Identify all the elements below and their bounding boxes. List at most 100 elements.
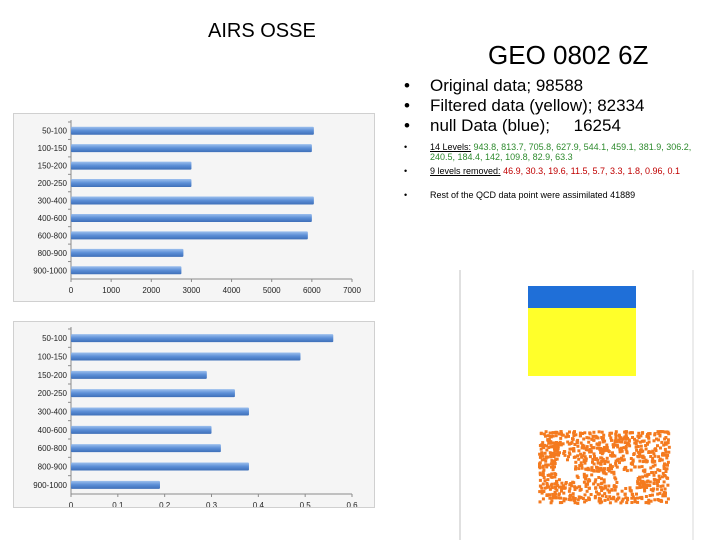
observation-point (583, 493, 587, 497)
observation-point (542, 468, 546, 472)
tick-label: 4000 (223, 286, 241, 295)
bar (71, 266, 182, 275)
observation-point (580, 446, 584, 450)
observation-point (598, 485, 602, 489)
observation-point (564, 435, 568, 439)
category-label: 100-150 (38, 353, 68, 362)
observation-point (579, 461, 583, 465)
observation-point (558, 485, 561, 489)
observation-point (648, 484, 652, 488)
observation-point (612, 472, 616, 476)
observation-point (641, 431, 645, 435)
observation-point (573, 501, 577, 505)
observation-point (540, 458, 544, 462)
category-label: 300-400 (38, 408, 68, 417)
observation-point (607, 484, 611, 488)
observation-point (659, 430, 663, 433)
bar (71, 389, 235, 398)
tick-label: 6000 (303, 286, 321, 295)
observation-point (645, 474, 649, 478)
observation-point (548, 493, 551, 497)
observation-point (603, 462, 607, 465)
category-label: 50-100 (42, 334, 67, 343)
observation-point (619, 501, 623, 505)
observation-point (583, 431, 587, 435)
observation-point (664, 450, 668, 454)
observation-point (663, 430, 667, 434)
observation-point (612, 495, 616, 499)
observation-point (624, 447, 628, 451)
observation-point (571, 480, 575, 484)
observation-point (639, 448, 642, 452)
observation-point (541, 482, 545, 486)
observation-point (620, 449, 624, 453)
observation-point (580, 466, 584, 470)
observation-point (540, 454, 544, 458)
observation-point (602, 480, 606, 484)
observation-point (604, 495, 608, 499)
observation-point (582, 458, 586, 462)
observation-point (538, 478, 542, 482)
observation-point (550, 486, 554, 490)
observation-point (620, 440, 624, 444)
observation-point (623, 441, 627, 445)
observation-point (601, 450, 605, 454)
tick-label: 2000 (142, 286, 160, 295)
observation-point (653, 447, 657, 451)
category-label: 600-800 (38, 231, 68, 240)
observation-point (550, 499, 554, 503)
observation-point (590, 466, 594, 470)
observation-point (553, 461, 556, 465)
observation-point (599, 451, 603, 454)
observation-point (599, 462, 603, 466)
observation-point (591, 457, 595, 461)
observation-point (655, 437, 658, 441)
observation-point (603, 467, 606, 471)
observation-point (547, 446, 551, 449)
observation-point (649, 450, 653, 454)
observation-point (614, 485, 618, 489)
observation-point (655, 487, 659, 491)
observation-point (580, 455, 584, 459)
observation-point (615, 481, 619, 484)
observation-point (602, 433, 606, 437)
observation-point (634, 442, 638, 446)
observation-point (616, 492, 620, 496)
observation-point (578, 431, 582, 435)
observation-point (561, 433, 565, 437)
observation-point (551, 496, 555, 500)
null-text: null Data (blue); 16254 (430, 116, 621, 135)
observation-point (653, 432, 657, 436)
observation-point (610, 497, 613, 501)
observation-point (665, 467, 669, 471)
observation-point (666, 453, 670, 457)
observation-point (541, 497, 545, 501)
observation-point (664, 453, 668, 457)
observation-point (573, 443, 577, 446)
observation-point (633, 500, 637, 503)
observation-point (555, 444, 559, 448)
observation-point (636, 450, 640, 454)
bar (71, 462, 249, 471)
left-title: AIRS OSSE (208, 20, 316, 42)
observation-point (572, 497, 576, 501)
observation-point (600, 486, 604, 490)
observation-point (549, 454, 553, 458)
observation-point (630, 496, 634, 500)
observation-point (566, 458, 569, 462)
observation-point (560, 432, 563, 436)
observation-point (576, 476, 580, 479)
observation-point (577, 449, 581, 453)
observation-point (659, 499, 663, 503)
bar (71, 425, 212, 434)
observation-point (592, 462, 596, 466)
observation-point (614, 432, 618, 436)
observation-point (538, 452, 542, 456)
observation-point (559, 430, 563, 434)
observation-point (600, 477, 603, 481)
observation-point (554, 430, 558, 434)
observation-point (587, 486, 591, 490)
observation-point (612, 445, 615, 449)
observation-point (544, 459, 548, 463)
observation-point (622, 468, 626, 471)
